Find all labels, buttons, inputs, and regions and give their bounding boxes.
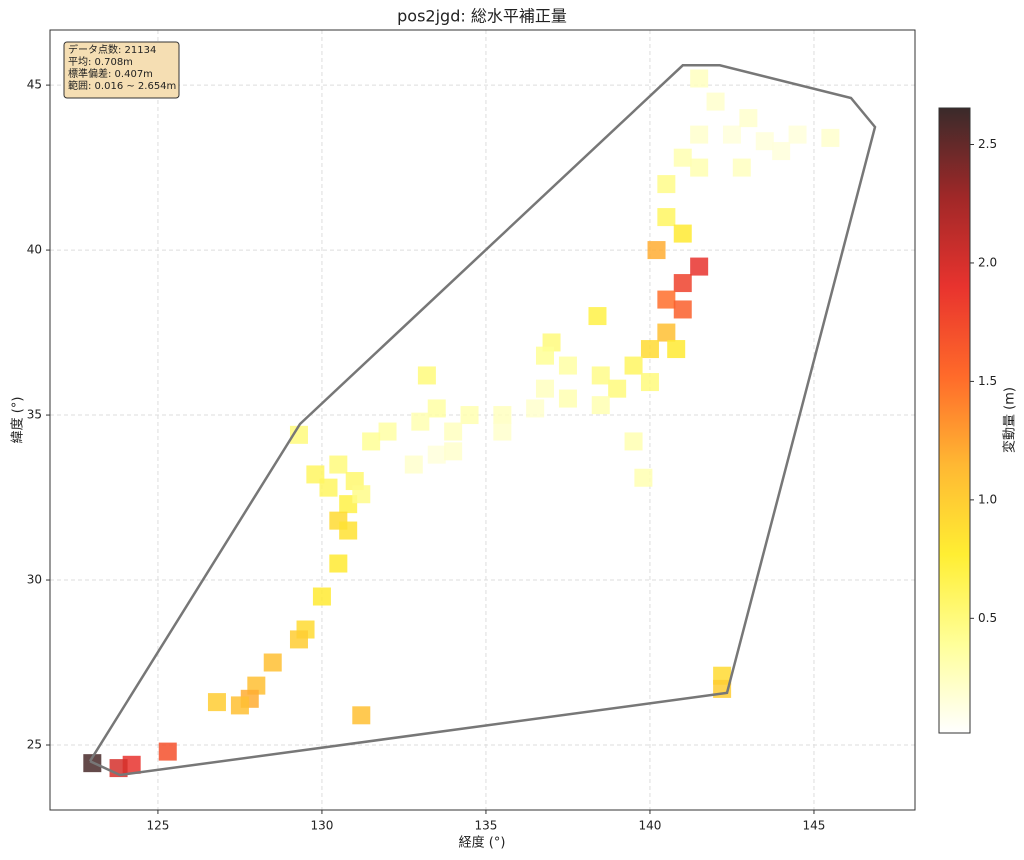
data-point [647, 241, 666, 260]
colorbar-tick-label: 1.5 [978, 374, 997, 388]
data-point [339, 521, 358, 540]
data-point [634, 468, 653, 487]
data-point [690, 158, 709, 177]
stats-box [63, 41, 180, 99]
data-point [329, 554, 348, 573]
stats-line: データ点数: 21134 [68, 43, 156, 56]
data-point [640, 340, 659, 359]
x-tick-label: 130 [310, 819, 333, 833]
y-tick-label: 25 [27, 738, 42, 752]
data-point [444, 442, 463, 461]
data-point [362, 432, 381, 451]
data-point [722, 125, 741, 144]
data-point [404, 455, 423, 474]
x-tick-label: 135 [474, 819, 497, 833]
stats-line: 範囲: 0.016 ~ 2.654m [68, 79, 176, 92]
colorbar-tick-label: 0.5 [978, 611, 997, 625]
data-point [673, 274, 692, 293]
plot-frame [49, 29, 916, 811]
colorbar-tick-label: 2.0 [978, 255, 997, 269]
colorbar-tick-label: 1.0 [978, 492, 997, 506]
data-point [427, 445, 446, 464]
data-point [158, 742, 177, 761]
data-point [411, 412, 430, 431]
y-tick-label: 45 [27, 78, 42, 92]
data-point [673, 148, 692, 167]
data-point [755, 132, 774, 151]
data-point [772, 142, 791, 161]
colorbar-label: 変動量 (m) [1002, 387, 1018, 453]
data-point [657, 290, 676, 309]
data-point [690, 257, 709, 276]
data-point [558, 389, 577, 408]
data-point [640, 373, 659, 392]
data-point [535, 346, 554, 365]
data-point [706, 92, 725, 111]
data-point [657, 175, 676, 194]
data-point [739, 109, 758, 128]
data-point [306, 465, 325, 484]
data-point [673, 224, 692, 243]
y-tick-label: 40 [27, 243, 42, 257]
y-tick-label: 35 [27, 408, 42, 422]
data-point [444, 422, 463, 441]
y-axis-label: 緯度 (°) [10, 397, 26, 444]
data-point [352, 706, 371, 725]
data-point [289, 425, 308, 444]
data-point [690, 69, 709, 88]
data-point [460, 406, 479, 425]
data-point [821, 128, 840, 147]
y-tick-label: 30 [27, 573, 42, 587]
data-point [312, 587, 331, 606]
data-point [263, 653, 282, 672]
data-point [526, 399, 545, 418]
x-axis-label: 経度 (°) [459, 835, 506, 851]
colorbar-tick-label: 2.5 [978, 137, 997, 151]
stats-line: 標準偏差: 0.407m [68, 67, 153, 80]
data-point [378, 422, 397, 441]
data-point [493, 422, 512, 441]
data-point [591, 366, 610, 385]
data-point [690, 125, 709, 144]
data-point [657, 323, 676, 342]
data-point [657, 208, 676, 227]
data-point [207, 693, 226, 712]
data-point [493, 406, 512, 425]
x-tick-label: 145 [803, 819, 826, 833]
data-point [788, 125, 807, 144]
data-point [608, 379, 627, 398]
x-tick-label: 125 [146, 819, 169, 833]
data-point [230, 696, 249, 715]
colorbar [938, 107, 971, 734]
data-point [329, 455, 348, 474]
stats-line: 平均: 0.708m [68, 56, 133, 68]
data-point [352, 485, 371, 504]
data-point [427, 399, 446, 418]
hull-outline [88, 64, 877, 777]
data-point [591, 396, 610, 415]
data-point [732, 158, 751, 177]
data-point [535, 379, 554, 398]
data-point [624, 432, 643, 451]
chart-title: pos2jgd: 総水平補正量 [397, 7, 567, 26]
data-point [588, 307, 607, 326]
data-point [624, 356, 643, 375]
x-tick-label: 140 [639, 819, 662, 833]
data-point [667, 340, 686, 359]
data-point [289, 630, 308, 649]
data-point [558, 356, 577, 375]
data-point [673, 300, 692, 319]
data-point [417, 366, 436, 385]
